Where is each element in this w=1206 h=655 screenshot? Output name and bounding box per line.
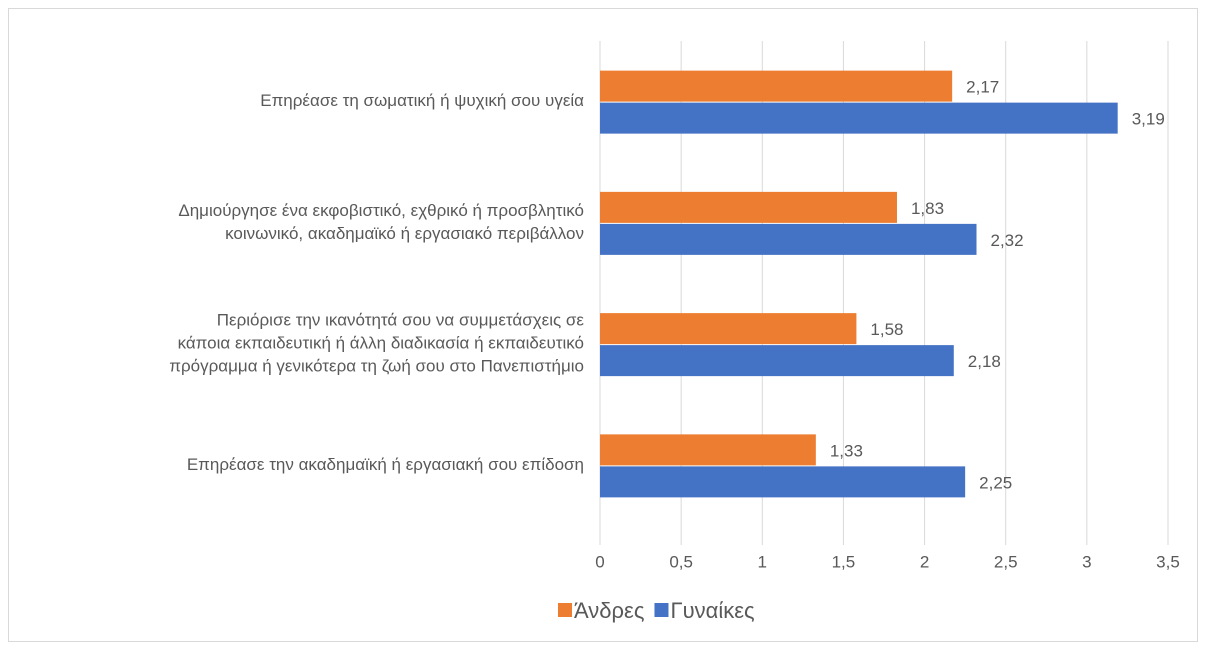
y-tick-label: Επηρέασε τη σωματική ή ψυχική σου υγεία bbox=[260, 91, 584, 110]
data-label: 2,18 bbox=[968, 352, 1001, 371]
x-tick-label: 2 bbox=[920, 552, 929, 571]
bar bbox=[600, 345, 954, 377]
data-label: 3,19 bbox=[1132, 110, 1165, 129]
data-label: 1,58 bbox=[870, 320, 903, 339]
x-tick-label: 3,5 bbox=[1156, 552, 1180, 571]
data-label: 2,17 bbox=[966, 78, 999, 97]
y-tick-label: κάποια εκπαιδευτική ή άλλη διαδικασία ή … bbox=[178, 334, 584, 353]
x-tick-label: 1 bbox=[758, 552, 767, 571]
data-label: 1,83 bbox=[911, 199, 944, 218]
legend-label: Γυναίκες bbox=[670, 598, 754, 623]
legend-swatch bbox=[654, 603, 669, 617]
bar bbox=[600, 466, 966, 498]
legend-swatch bbox=[558, 603, 572, 617]
x-tick-label: 0 bbox=[595, 552, 604, 571]
bar bbox=[600, 223, 977, 255]
y-tick-label: Δημιούργησε ένα εκφοβιστικό, εχθρικό ή π… bbox=[178, 201, 584, 220]
data-label: 1,33 bbox=[830, 441, 863, 460]
bar bbox=[600, 191, 897, 223]
y-tick-label: Περιόρισε την ικανότητά σου να συμμετάσχ… bbox=[217, 311, 585, 330]
x-tick-label: 3 bbox=[1082, 552, 1091, 571]
data-label: 2,25 bbox=[979, 473, 1012, 492]
x-tick-label: 1,5 bbox=[832, 552, 856, 571]
y-tick-label: πρόγραμμα ή γενικότερα τη ζωή σου στο Πα… bbox=[169, 357, 584, 376]
bar bbox=[600, 313, 857, 345]
x-tick-label: 0,5 bbox=[669, 552, 693, 571]
legend-label: Άνδρες bbox=[574, 598, 644, 623]
data-label: 2,32 bbox=[991, 231, 1024, 250]
y-tick-label: Επηρέασε την ακαδημαϊκή ή εργασιακή σου … bbox=[187, 455, 584, 474]
y-tick-label: κοινωνικό, ακαδημαϊκό ή εργασιακό περιβά… bbox=[225, 224, 584, 243]
bar bbox=[600, 434, 816, 466]
bar bbox=[600, 102, 1118, 134]
bar bbox=[600, 70, 953, 102]
x-tick-label: 2,5 bbox=[994, 552, 1018, 571]
